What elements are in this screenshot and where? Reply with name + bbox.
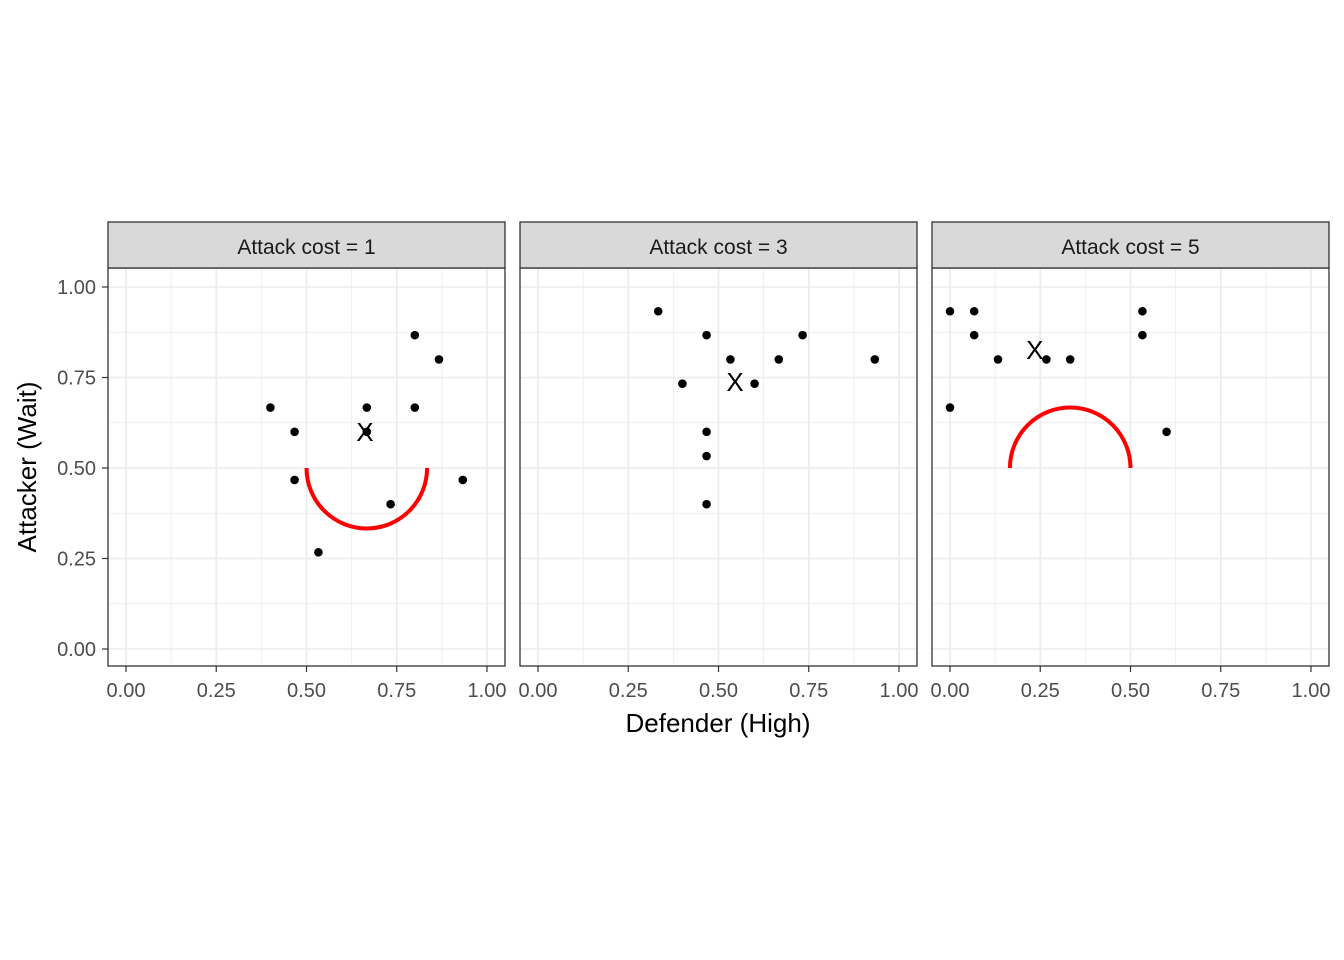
- data-point: [726, 355, 735, 364]
- x-tick-label: 0.00: [931, 680, 970, 702]
- x-marker: X: [1026, 335, 1043, 365]
- data-point: [386, 499, 395, 509]
- data-point: [969, 330, 979, 340]
- data-point: [870, 355, 880, 364]
- x-tick-label: 0.25: [1021, 680, 1060, 702]
- x-tick-label: 0.50: [1111, 680, 1150, 702]
- data-point: [1162, 427, 1171, 437]
- data-point: [969, 306, 979, 316]
- data-point: [750, 379, 759, 388]
- red-arc: [304, 467, 430, 531]
- data-point: [1065, 355, 1075, 364]
- data-point: [1138, 306, 1147, 316]
- x-tick-label: 0.75: [377, 680, 416, 702]
- data-point: [678, 379, 687, 388]
- data-point: [702, 330, 711, 340]
- data-point: [993, 355, 1003, 364]
- y-axis-label: Attacker (Wait): [12, 382, 42, 553]
- data-point: [410, 330, 420, 340]
- x-marker: X: [726, 367, 743, 397]
- x-tick-label: 0.00: [519, 680, 558, 702]
- x-tick-label: 0.50: [287, 680, 326, 702]
- data-point: [774, 355, 784, 364]
- y-tick-label: 0.50: [57, 458, 96, 480]
- y-tick-label: 1.00: [57, 277, 96, 299]
- x-tick-label: 1.00: [1292, 680, 1331, 702]
- x-tick-label: 0.75: [789, 680, 828, 702]
- x-tick-label: 0.25: [197, 680, 236, 702]
- x-tick-label: 0.50: [699, 680, 738, 702]
- data-point: [362, 403, 372, 412]
- x-tick-label: 1.00: [880, 680, 919, 702]
- data-point: [945, 403, 955, 412]
- panel-1: X Attack cost = 1 0.00 0.25 0.50 0.75 1.00 0.00…: [57, 221, 507, 702]
- red-arc: [1007, 406, 1133, 469]
- y-tick-label: 0.25: [57, 549, 96, 571]
- data-point: [266, 403, 275, 412]
- x-marker: X: [356, 417, 373, 447]
- facet-strip: [107, 221, 506, 269]
- x-tick-label: 0.75: [1201, 680, 1240, 702]
- facet-title: Attack cost = 1: [237, 236, 375, 259]
- data-point: [410, 403, 420, 412]
- panel-3: X Attack cost = 5 0.00 0.25 0.50 0.75 1.00: [931, 221, 1331, 702]
- data-point: [458, 475, 468, 485]
- data-point: [702, 451, 711, 461]
- data-point: [1138, 330, 1147, 340]
- facet-title: Attack cost = 5: [1061, 236, 1199, 259]
- data-point: [702, 499, 711, 509]
- data-point: [653, 306, 663, 316]
- data-point: [290, 475, 299, 485]
- data-point: [434, 355, 444, 364]
- y-tick-label: 0.75: [57, 368, 96, 390]
- y-tick-label: 0.00: [57, 639, 96, 661]
- x-tick-label: 1.00: [468, 680, 507, 702]
- facet-title: Attack cost = 3: [649, 236, 787, 259]
- data-point: [314, 548, 323, 557]
- x-tick-label: 0.25: [609, 680, 648, 702]
- x-tick-label: 0.00: [107, 680, 146, 702]
- facet-strip: [931, 221, 1330, 269]
- data-point: [362, 427, 372, 437]
- data-point: [945, 306, 955, 316]
- data-point: [1042, 355, 1051, 364]
- x-axis-label: Defender (High): [626, 708, 811, 738]
- data-point: [702, 427, 711, 437]
- data-point: [290, 427, 299, 437]
- facet-strip: [519, 221, 918, 269]
- data-point: [798, 330, 807, 340]
- panel-2: X Attack cost = 3 0.00 0.25 0.50 0.75 1.00: [519, 221, 919, 702]
